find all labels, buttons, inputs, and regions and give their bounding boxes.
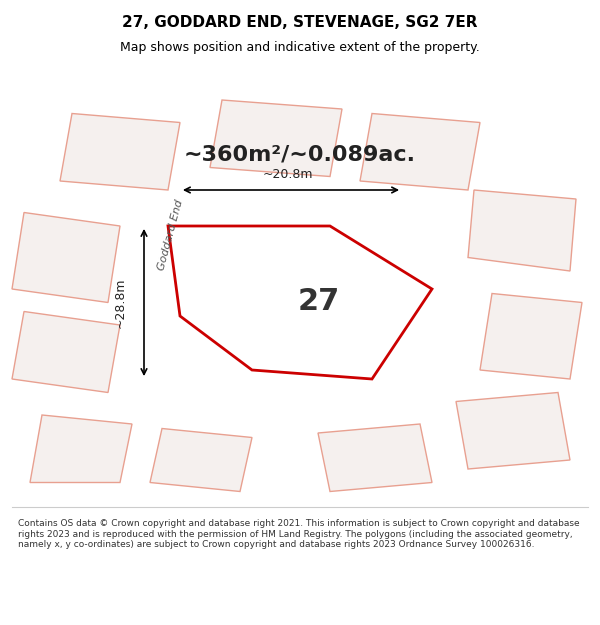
Polygon shape <box>12 213 120 302</box>
Text: ~20.8m: ~20.8m <box>263 168 313 181</box>
Text: ~28.8m: ~28.8m <box>113 278 127 328</box>
Text: 27, GODDARD END, STEVENAGE, SG2 7ER: 27, GODDARD END, STEVENAGE, SG2 7ER <box>122 16 478 31</box>
Polygon shape <box>12 311 120 392</box>
Polygon shape <box>30 415 132 482</box>
Polygon shape <box>60 114 180 190</box>
Polygon shape <box>168 226 432 379</box>
Polygon shape <box>480 294 582 379</box>
Polygon shape <box>318 424 432 491</box>
Polygon shape <box>360 114 480 190</box>
Polygon shape <box>150 429 252 491</box>
Text: 27: 27 <box>298 286 340 316</box>
Polygon shape <box>456 392 570 469</box>
Text: Goddard End: Goddard End <box>157 199 185 271</box>
Text: ~360m²/~0.089ac.: ~360m²/~0.089ac. <box>184 144 416 164</box>
Text: Map shows position and indicative extent of the property.: Map shows position and indicative extent… <box>120 41 480 54</box>
Text: Contains OS data © Crown copyright and database right 2021. This information is : Contains OS data © Crown copyright and d… <box>18 519 580 549</box>
Polygon shape <box>468 190 576 271</box>
Polygon shape <box>210 100 342 176</box>
